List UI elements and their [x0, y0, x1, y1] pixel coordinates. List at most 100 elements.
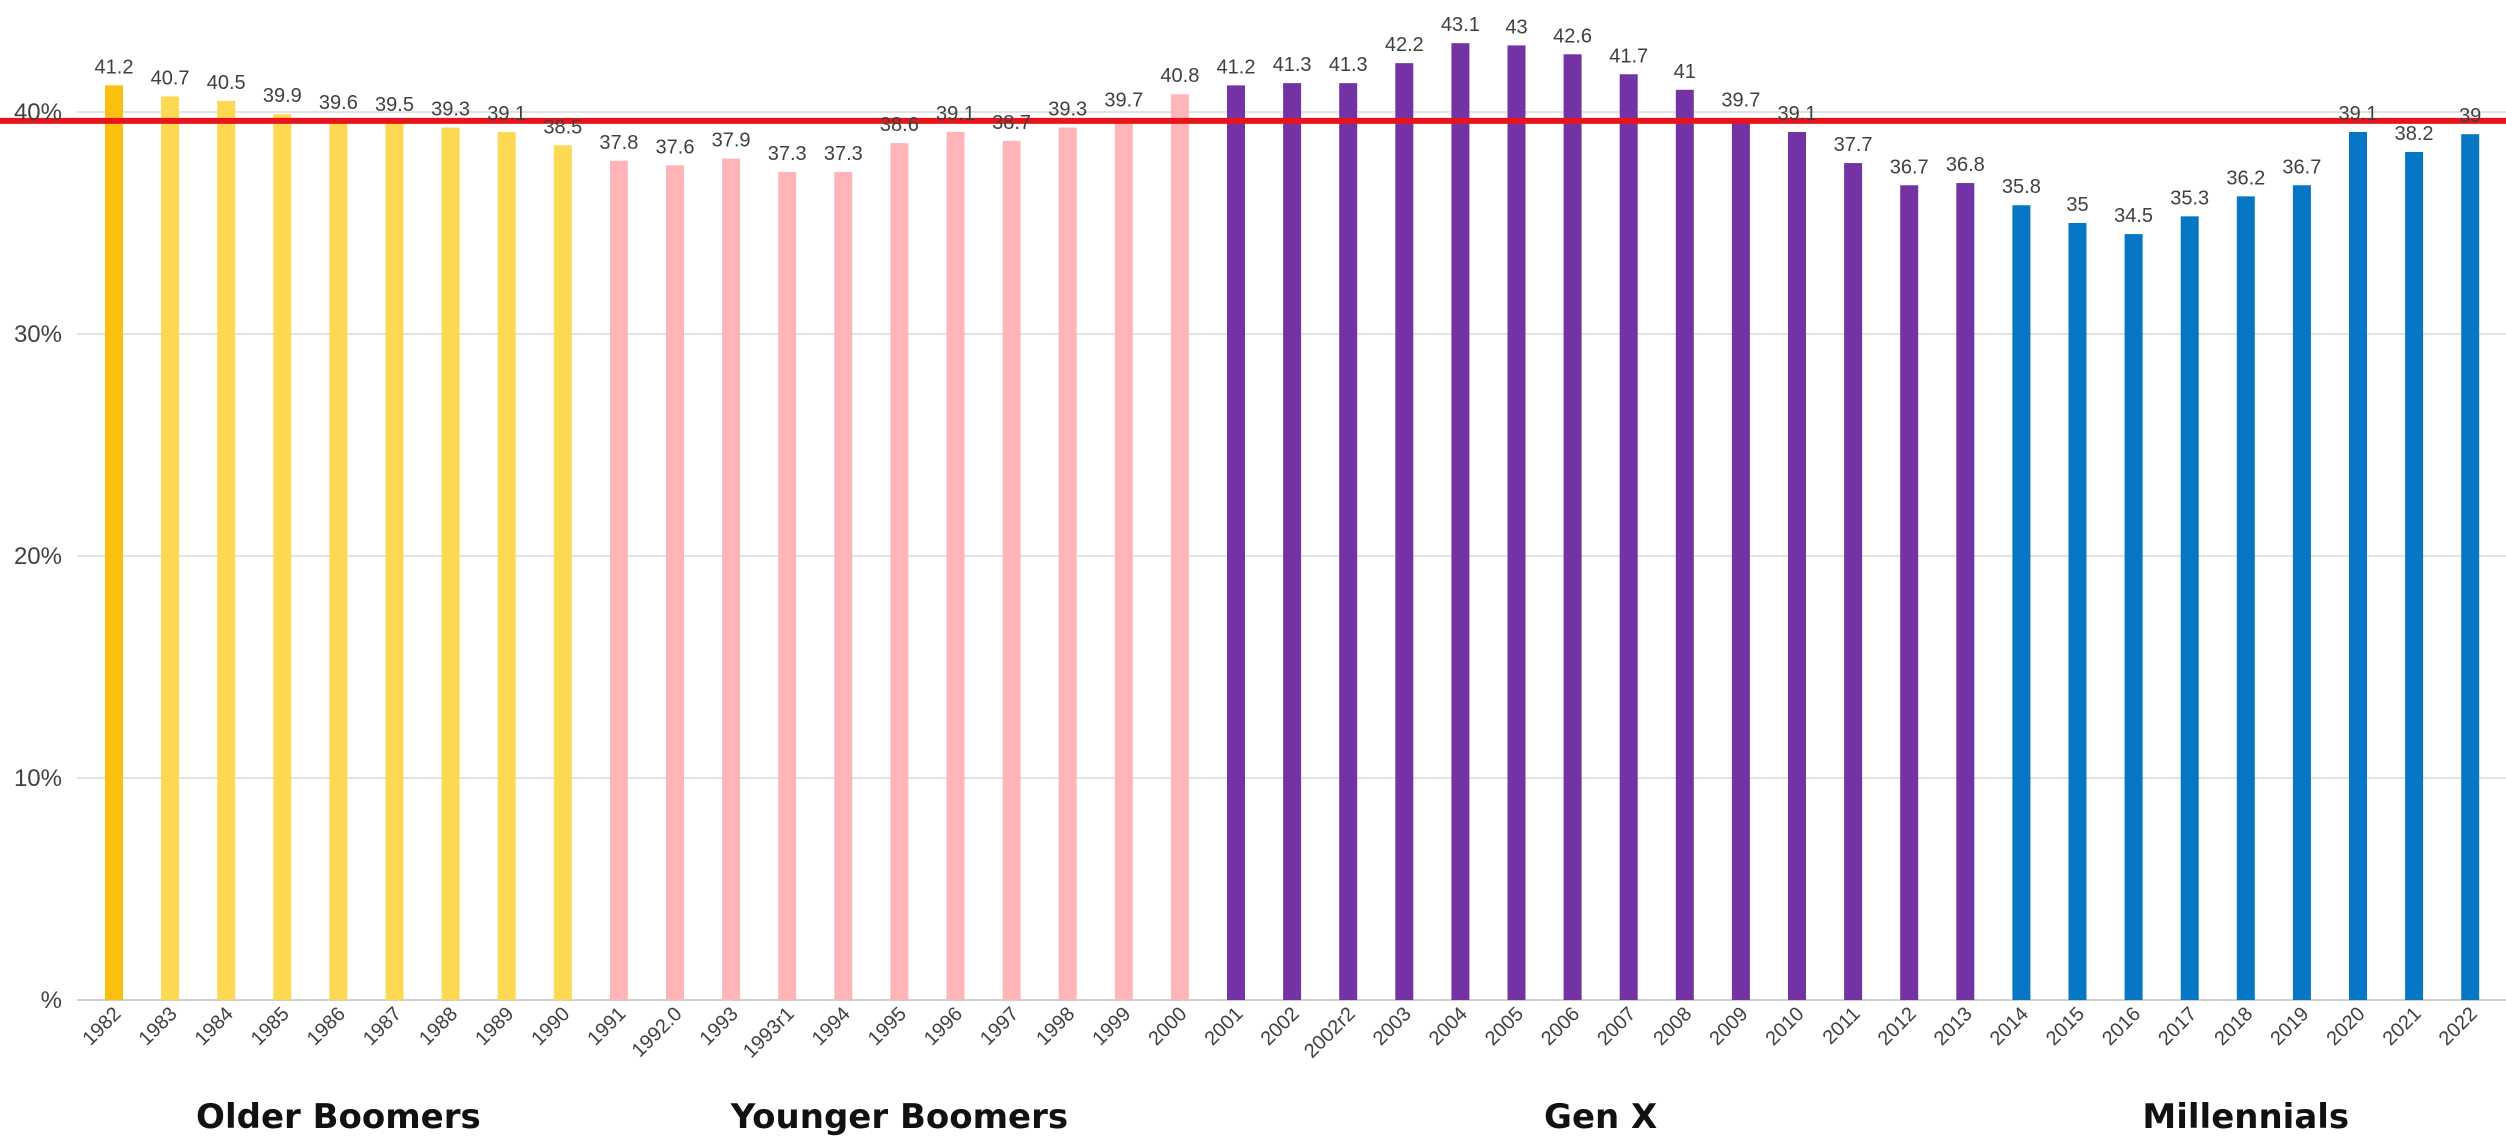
bar [778, 171, 797, 1000]
y-tick-label: 40% [14, 99, 62, 126]
bar [1283, 83, 1302, 1000]
x-tick-label: 1993r1 [739, 1003, 799, 1063]
x-tick-label: 2012 [1874, 1003, 1921, 1050]
x-tick-label: 2007 [1593, 1003, 1640, 1050]
data-label: 39.1 [2339, 103, 2378, 125]
bar [890, 143, 909, 1000]
x-tick-label: 1983 [135, 1003, 182, 1050]
x-tick-label: 2000 [1144, 1003, 1191, 1050]
generation-label: Older Boomers [196, 1097, 481, 1137]
data-label: 40.5 [207, 72, 246, 94]
data-label: 34.5 [2114, 205, 2153, 227]
x-tick-label: 1990 [527, 1003, 574, 1050]
bars [105, 43, 2480, 1001]
bar [1731, 118, 1750, 1000]
data-label: 42.2 [1385, 34, 1424, 56]
bar [2124, 234, 2143, 1001]
bar [329, 120, 348, 1000]
x-tick-label: 1984 [191, 1003, 238, 1050]
bar [1395, 63, 1414, 1001]
data-label: 35.8 [2002, 176, 2041, 198]
bar [834, 171, 853, 1000]
bar [2461, 134, 2480, 1000]
bar [1844, 163, 1863, 1000]
x-tick-label: 1982 [79, 1003, 126, 1050]
x-tick-label: 1995 [864, 1003, 911, 1050]
bar [2068, 223, 2087, 1000]
x-tick-label: 1988 [415, 1003, 462, 1050]
bar [1507, 45, 1526, 1000]
x-axis-ticks: 1982 1983 1984 1985 1986 1987 1988 1989 1990 1991… [79, 1003, 2482, 1063]
data-label: 38.7 [992, 112, 1031, 134]
data-labels: 41.2 40.7 40.5 39.9 39.6 39.5 39.3 39.1 38.5 37.8… [95, 14, 2482, 227]
bar [1675, 89, 1694, 1001]
x-tick-label: 2017 [2154, 1003, 2201, 1050]
y-tick-label: % [41, 987, 62, 1014]
y-tick-label: 10% [14, 765, 62, 792]
data-label: 39.9 [263, 85, 302, 107]
x-tick-label: 1986 [303, 1003, 350, 1050]
data-label: 40.7 [151, 67, 190, 89]
x-tick-label: 2010 [1762, 1003, 1809, 1050]
data-label: 40.8 [1160, 65, 1199, 87]
generation-label: Millennials [2142, 1097, 2349, 1137]
data-label: 39.7 [1721, 90, 1760, 112]
x-tick-label: 2015 [2042, 1003, 2089, 1050]
data-label: 38.2 [2395, 123, 2434, 145]
data-label: 35 [2066, 194, 2088, 216]
bar [1114, 118, 1133, 1000]
data-label: 39.5 [375, 94, 414, 116]
bar [666, 165, 684, 1000]
data-label: 41 [1674, 61, 1696, 83]
generation-group-labels: Older Boomers Younger Boomers Gen X Millenn… [196, 1097, 2349, 1137]
x-tick-label: 2002 [1257, 1003, 1304, 1050]
bar [2292, 185, 2311, 1000]
x-tick-label: 1987 [359, 1003, 406, 1050]
data-label: 41.2 [1217, 56, 1256, 78]
x-tick-label: 2001 [1201, 1003, 1248, 1050]
bar [2180, 216, 2199, 1001]
x-tick-label: 2002r2 [1300, 1003, 1360, 1063]
x-tick-label: 2014 [1986, 1003, 2033, 1050]
bar [105, 85, 123, 1001]
x-tick-label: 2016 [2098, 1003, 2145, 1050]
data-label: 37.3 [824, 143, 863, 165]
x-tick-label: 2022 [2435, 1003, 2482, 1050]
data-label: 38.5 [543, 116, 582, 138]
bar [161, 96, 180, 1000]
bar [1563, 54, 1582, 1000]
bar [1170, 94, 1189, 1001]
data-label: 39 [2459, 105, 2481, 127]
x-tick-label: 2004 [1425, 1003, 1472, 1050]
data-label: 36.7 [2282, 156, 2321, 178]
bar [1956, 183, 1975, 1001]
data-label: 43 [1505, 16, 1527, 38]
data-label: 39.6 [319, 92, 358, 114]
bar [497, 131, 516, 1001]
x-tick-label: 2005 [1481, 1003, 1528, 1050]
x-tick-label: 2019 [2266, 1003, 2313, 1050]
bar [273, 114, 292, 1001]
data-label: 41.3 [1329, 54, 1368, 76]
x-tick-label: 1997 [976, 1003, 1023, 1050]
bar [1339, 83, 1358, 1000]
x-tick-label: 2003 [1369, 1003, 1416, 1050]
data-label: 37.7 [1834, 134, 1873, 156]
data-label: 35.3 [2170, 187, 2209, 209]
bar [385, 123, 404, 1001]
x-tick-label: 2008 [1649, 1003, 1696, 1050]
bar [1227, 85, 1245, 1001]
bar [553, 145, 572, 1001]
bar [2012, 205, 2031, 1001]
x-tick-label: 2009 [1705, 1003, 1752, 1050]
data-label: 37.9 [712, 130, 751, 152]
bar [1619, 74, 1638, 1000]
y-tick-label: 30% [14, 321, 62, 348]
x-tick-label: 1996 [920, 1003, 967, 1050]
bar [946, 131, 965, 1001]
bar [2236, 196, 2255, 1001]
data-label: 38.6 [880, 114, 919, 136]
data-label: 41.2 [95, 56, 134, 78]
x-tick-label: 1998 [1032, 1003, 1079, 1050]
x-tick-label: 2006 [1537, 1003, 1584, 1050]
